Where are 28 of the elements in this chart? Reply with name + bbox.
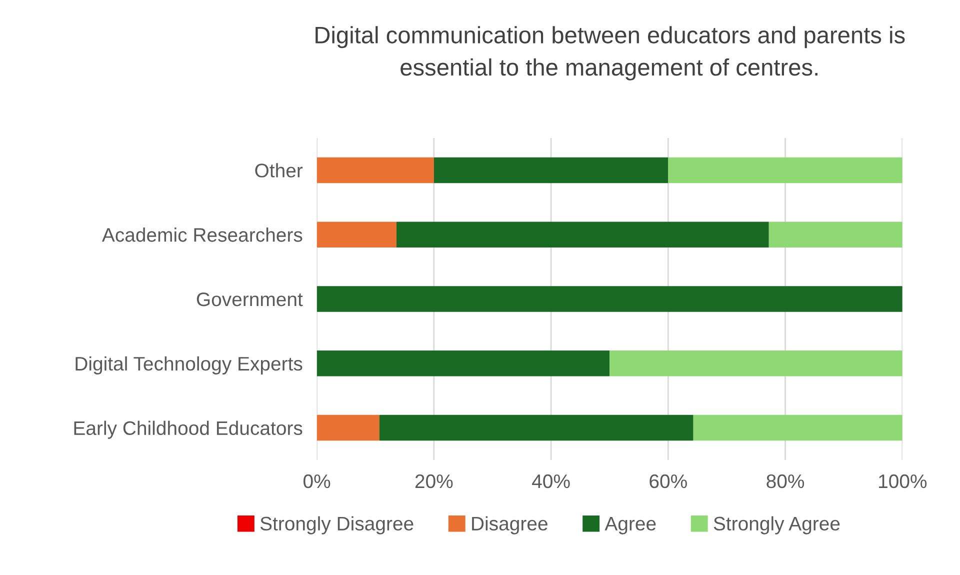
bar (434, 157, 668, 184)
x-tick-label: 40% (532, 474, 570, 488)
x-tick-label: 80% (766, 474, 804, 488)
x-tick-label: 0% (304, 474, 330, 488)
y-tick-label: Digital Technology Experts (76, 356, 302, 374)
y-tick-label: Early Childhood Educators (74, 420, 302, 439)
x-tick-label: 60% (650, 474, 687, 488)
y-tick-label: Government (196, 292, 303, 306)
bar (396, 222, 769, 248)
bar (693, 414, 902, 441)
legend-label: Agree (604, 516, 656, 534)
x-tick-label: 100% (879, 474, 927, 488)
y-tick-label: Academic Researchers (102, 228, 302, 242)
bar (316, 157, 434, 184)
chart-title: Digital communication between educators and parents is essential to the management of centres. (316, 26, 905, 80)
bar (316, 414, 380, 441)
y-tick-label: Other (255, 163, 303, 178)
bar (316, 222, 396, 248)
legend-label: Disagree (472, 516, 548, 534)
bar (316, 286, 902, 312)
bar (668, 157, 902, 184)
bar (610, 350, 902, 376)
bar (768, 222, 902, 248)
x-tick-label: 20% (415, 474, 453, 488)
bar (316, 350, 610, 376)
legend-label: Strongly Agree (714, 516, 840, 534)
bar (379, 414, 694, 441)
legend-label: Strongly Disagree (260, 516, 414, 534)
